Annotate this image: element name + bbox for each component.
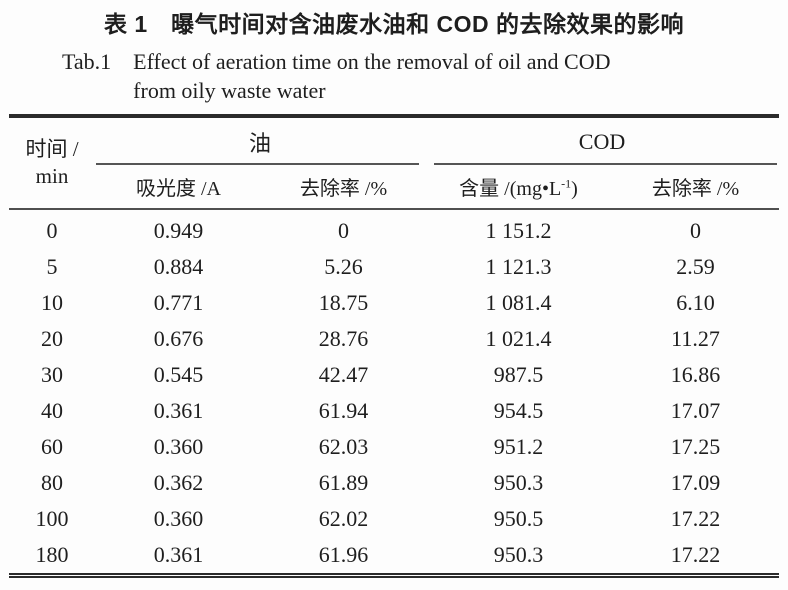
cell-cod-content: 951.2 <box>493 434 544 459</box>
cell-cod-removal: 16.86 <box>670 362 721 387</box>
cell-time: 60 <box>41 434 63 459</box>
cell-cod-content: 950.3 <box>493 470 544 495</box>
table-row: 180 0.361 61.96 950.3 17.22 <box>9 537 779 576</box>
header-group-oil: 油 <box>95 116 425 165</box>
cell-time: 5 <box>46 254 58 279</box>
cell-absorbance: 0.545 <box>153 362 204 387</box>
cell-cod-content: 1 021.4 <box>485 326 552 351</box>
cell-cod-removal: 17.22 <box>670 542 721 567</box>
cell-absorbance: 0.949 <box>153 218 204 243</box>
table-caption-en-line2: from oily waste water <box>133 78 326 103</box>
cell-oil-removal: 61.94 <box>318 398 369 423</box>
cell-time: 180 <box>35 542 69 567</box>
table-caption-en-label: Tab.1 <box>62 49 112 74</box>
table-header: 时间 / min 油 COD 吸光度 /A 去除率 /% 含量 /(mg•L-1… <box>9 116 780 210</box>
cell-oil-removal: 62.02 <box>318 506 369 531</box>
table-caption-zh: 表 1 曝气时间对含油废水油和 COD 的去除效果的影响 <box>103 11 685 37</box>
cell-oil-removal: 18.75 <box>318 290 369 315</box>
cell-cod-content: 950.5 <box>493 506 544 531</box>
cell-oil-removal: 61.96 <box>318 542 369 567</box>
cell-cod-removal: 6.10 <box>676 290 715 315</box>
cell-cod-content: 1 151.2 <box>485 218 552 243</box>
header-cod-content-sup: -1 <box>561 176 572 191</box>
table-row: 10 0.771 18.75 1 081.4 6.10 <box>9 285 779 321</box>
table-row: 0 0.949 0 1 151.2 0 <box>9 209 779 249</box>
cell-cod-removal: 17.07 <box>670 398 721 423</box>
table-row: 40 0.361 61.94 954.5 17.07 <box>9 393 779 429</box>
header-cod-content-prefix: 含量 /(mg•L <box>459 178 562 200</box>
table-row: 5 0.884 5.26 1 121.3 2.59 <box>9 249 779 285</box>
cell-oil-removal: 42.47 <box>318 362 369 387</box>
cell-time: 40 <box>41 398 63 423</box>
header-cod-content: 含量 /(mg•L-1) <box>425 165 613 210</box>
table-row: 60 0.360 62.03 951.2 17.25 <box>9 429 779 465</box>
cell-cod-content: 1 121.3 <box>485 254 552 279</box>
cell-time: 20 <box>41 326 63 351</box>
table-caption-en-text: Effect of aeration time on the removal o… <box>133 47 610 105</box>
cell-cod-removal: 17.25 <box>670 434 721 459</box>
cell-oil-removal: 0 <box>338 218 349 243</box>
cell-time: 0 <box>46 218 58 243</box>
header-time-line2: min <box>35 164 69 188</box>
cell-time: 10 <box>41 290 63 315</box>
header-time-line1: 时间 / <box>25 136 79 161</box>
cell-cod-removal: 17.09 <box>670 470 721 495</box>
cell-oil-removal: 62.03 <box>318 434 369 459</box>
table-row: 20 0.676 28.76 1 021.4 11.27 <box>9 321 779 357</box>
cell-absorbance: 0.362 <box>153 470 204 495</box>
cell-cod-content: 987.5 <box>493 362 544 387</box>
table-caption-en-line1: Effect of aeration time on the removal o… <box>133 49 611 74</box>
cell-cod-content: 954.5 <box>493 398 544 423</box>
table-row: 80 0.362 61.89 950.3 17.09 <box>9 465 779 501</box>
cell-absorbance: 0.360 <box>153 434 204 459</box>
cell-cod-removal: 2.59 <box>676 254 715 279</box>
cell-cod-removal: 0 <box>690 218 702 243</box>
header-cod-content-suffix: ) <box>571 178 578 200</box>
cell-time: 30 <box>41 362 63 387</box>
cell-oil-removal: 61.89 <box>318 470 369 495</box>
cell-cod-content: 1 081.4 <box>485 290 552 315</box>
cell-cod-removal: 11.27 <box>671 326 720 351</box>
table-body: 0 0.949 0 1 151.2 0 5 0.884 5.26 1 121.3… <box>9 209 779 576</box>
cell-absorbance: 0.771 <box>153 290 204 315</box>
cell-oil-removal: 5.26 <box>324 254 363 279</box>
cell-absorbance: 0.676 <box>153 326 204 351</box>
cell-time: 100 <box>35 506 69 531</box>
cell-time: 80 <box>41 470 63 495</box>
table-row: 100 0.360 62.02 950.5 17.22 <box>9 501 779 537</box>
header-oil-removal: 去除率 /% <box>262 165 426 210</box>
cell-cod-content: 950.3 <box>493 542 544 567</box>
header-cod-removal: 去除率 /% <box>612 165 780 210</box>
data-table: 时间 / min 油 COD 吸光度 /A 去除率 /% 含量 /(mg•L-1… <box>9 114 780 578</box>
cell-absorbance: 0.360 <box>153 506 204 531</box>
header-time: 时间 / min <box>9 116 95 210</box>
header-group-cod: COD <box>425 116 779 165</box>
table-caption-en: Tab.1 Effect of aeration time on the rem… <box>62 47 788 105</box>
cell-absorbance: 0.361 <box>153 398 204 423</box>
table-row: 30 0.545 42.47 987.5 16.86 <box>9 357 779 393</box>
cell-absorbance: 0.361 <box>153 542 204 567</box>
cell-absorbance: 0.884 <box>153 254 204 279</box>
header-absorbance: 吸光度 /A <box>95 165 262 210</box>
cell-oil-removal: 28.76 <box>318 326 369 351</box>
cell-cod-removal: 17.22 <box>670 506 721 531</box>
